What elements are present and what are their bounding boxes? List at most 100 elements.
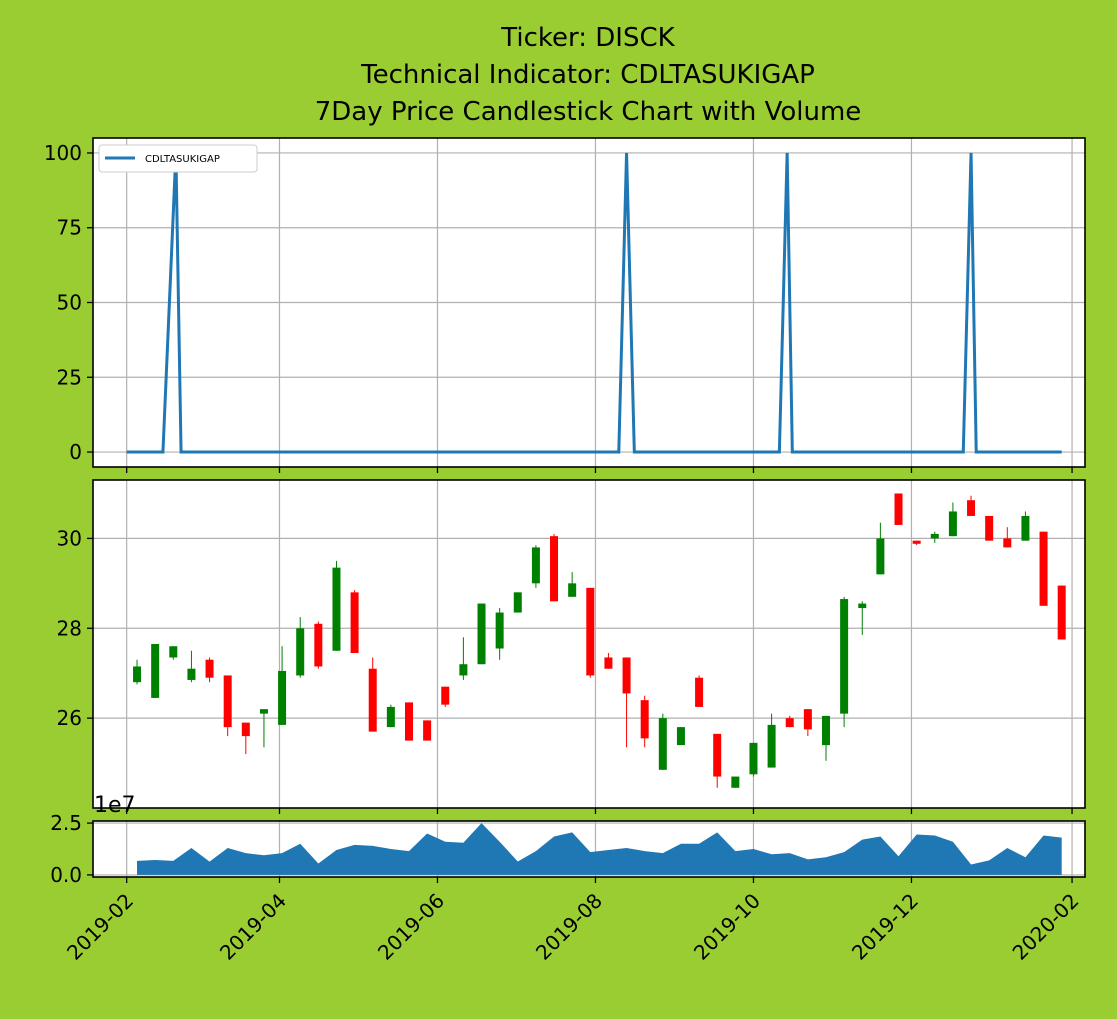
x-tick-label: 2019-04	[215, 889, 291, 965]
candle-body	[242, 723, 250, 736]
candle-body	[332, 568, 340, 651]
indicator-legend: CDLTASUKIGAP	[99, 145, 257, 172]
candle-body	[568, 583, 576, 596]
candle-body	[786, 718, 794, 727]
y-tick-label: 25	[57, 365, 82, 389]
candle-body	[876, 538, 884, 574]
candle-body	[913, 541, 921, 544]
candle-body	[623, 657, 631, 693]
x-tick-label: 2019-12	[847, 889, 923, 965]
candle-body	[151, 644, 159, 698]
candle-body	[641, 700, 649, 738]
candle-body	[441, 687, 449, 705]
candle-body	[532, 547, 540, 583]
candle-body	[768, 725, 776, 768]
indicator-y-ticks: 0255075100	[44, 141, 93, 464]
candle-body	[1003, 538, 1011, 547]
candle-body	[967, 500, 975, 516]
candle-body	[314, 624, 322, 667]
candle-up	[731, 777, 739, 788]
legend-label: CDLTASUKIGAP	[145, 154, 220, 165]
y-tick-label: 0	[69, 440, 82, 464]
candle-body	[260, 709, 268, 713]
x-tick-label: 2020-02	[1008, 889, 1084, 965]
title-line-3: 7Day Price Candlestick Chart with Volume	[315, 97, 862, 127]
y-tick-label: 0.0	[50, 863, 82, 887]
candle-body	[677, 727, 685, 745]
title-line-1: Ticker: DISCK	[500, 23, 675, 53]
candle-body	[858, 604, 866, 608]
candle-body	[659, 718, 667, 770]
candle-body	[296, 628, 304, 675]
volume-y-ticks: 0.0 2.5	[50, 811, 93, 887]
x-tick-label: 2019-08	[531, 889, 607, 965]
candle-up	[151, 644, 159, 698]
candle-down	[224, 675, 232, 736]
candle-body	[586, 588, 594, 676]
x-tick-label: 2019-10	[689, 889, 765, 965]
candle-up	[840, 597, 848, 727]
candle-body	[351, 592, 359, 653]
candle-body	[749, 743, 757, 774]
candle-body	[895, 493, 903, 524]
y-tick-label: 28	[57, 616, 82, 640]
price-panel: 26 28 30	[57, 480, 1085, 808]
candle-body	[695, 678, 703, 707]
candle-body	[550, 536, 558, 601]
candle-up	[332, 561, 340, 651]
y-tick-label: 30	[57, 526, 82, 550]
chart-title: Ticker: DISCK Technical Indicator: CDLTA…	[315, 23, 862, 127]
candle-up	[387, 705, 395, 727]
candle-body	[187, 669, 195, 680]
candle-body	[206, 660, 214, 678]
candle-body	[1040, 532, 1048, 606]
candle-down	[985, 516, 993, 541]
candle-body	[423, 720, 431, 740]
candle-down	[351, 590, 359, 653]
volume-offset-label: 1e7	[94, 793, 136, 818]
candle-body	[133, 666, 141, 682]
candle-body	[387, 707, 395, 727]
candle-body	[822, 716, 830, 745]
y-tick-label: 2.5	[50, 811, 82, 835]
candle-up	[677, 727, 685, 745]
candle-body	[405, 702, 413, 740]
candle-body	[514, 592, 522, 612]
candle-body	[478, 604, 486, 665]
candle-body	[985, 516, 993, 541]
candle-down	[441, 687, 449, 707]
price-y-ticks: 262830	[57, 526, 93, 730]
candle-down	[550, 534, 558, 601]
candle-body	[224, 675, 232, 727]
candle-body	[731, 777, 739, 788]
candle-down	[1040, 532, 1048, 606]
candle-body	[840, 599, 848, 714]
candle-body	[369, 669, 377, 732]
indicator-panel: 0 25 50 75 100 CDLTASUKIGAP	[44, 138, 1085, 467]
title-line-2: Technical Indicator: CDLTASUKIGAP	[360, 60, 815, 90]
candle-body	[931, 534, 939, 538]
candle-body	[604, 657, 612, 668]
candle-down	[586, 588, 594, 678]
y-tick-label: 100	[44, 141, 82, 165]
candle-down	[695, 675, 703, 706]
candle-body	[278, 671, 286, 725]
candle-up	[514, 592, 522, 612]
x-tick-label: 2019-02	[62, 889, 138, 965]
candle-up	[478, 604, 486, 665]
candle-down	[314, 622, 322, 669]
candle-body	[949, 511, 957, 536]
candle-body	[169, 646, 177, 657]
candle-body	[1058, 586, 1066, 640]
candle-up	[749, 743, 757, 777]
candle-down	[405, 702, 413, 740]
candle-down	[895, 493, 903, 524]
candle-down	[1058, 586, 1066, 640]
candle-body	[496, 613, 504, 649]
x-tick-label: 2019-06	[373, 889, 449, 965]
y-tick-label: 50	[57, 291, 82, 315]
candle-up	[659, 714, 667, 770]
candle-down	[423, 720, 431, 740]
candle-body	[804, 709, 812, 729]
